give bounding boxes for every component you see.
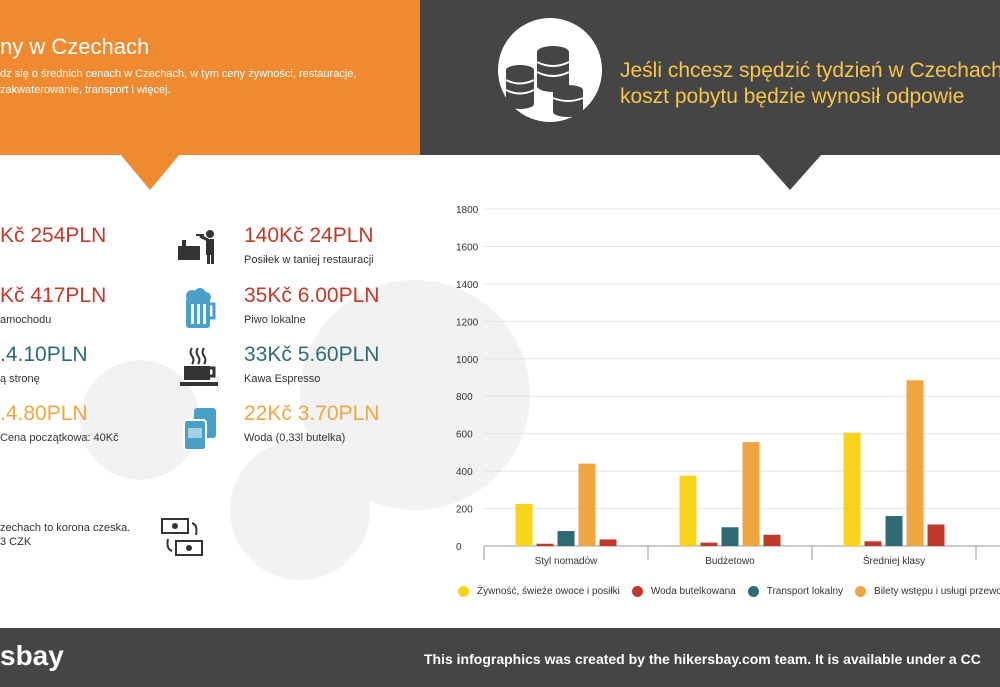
- money-exchange-icon: [160, 515, 204, 564]
- bar: [927, 524, 945, 546]
- y-tick-label: 1200: [456, 317, 479, 328]
- page-subtitle: dz się o średnich cenach w Czechach, w t…: [0, 68, 357, 96]
- price-label: Woda (0,33l butelka): [244, 432, 346, 444]
- legend-label: Transport lokalny: [766, 586, 844, 597]
- waiter-icon: [176, 226, 220, 271]
- currency-note: zechach to korona czeska.: [0, 522, 131, 534]
- price-value: Kč 417PLN: [0, 284, 107, 307]
- bar: [885, 516, 903, 546]
- price-value: 22Kč 3.70PLN: [244, 402, 380, 425]
- bar: [578, 463, 596, 546]
- price-value: .4.10PLN: [0, 343, 88, 366]
- y-tick-label: 0: [456, 542, 462, 553]
- bar: [742, 442, 760, 546]
- chart-legend: Żywność, świeże owoce i posiłki Woda bute…: [458, 586, 1000, 600]
- bar: [721, 527, 739, 546]
- header-dark-pointer: [758, 154, 822, 190]
- bar: [843, 432, 861, 546]
- legend-item: Transport lokalny: [747, 586, 844, 597]
- footer-bar: [0, 628, 1000, 687]
- y-tick-label: 600: [456, 430, 473, 441]
- legend-label: Żywność, świeże owoce i posiłki: [477, 586, 620, 597]
- legend-swatch: [747, 586, 759, 597]
- bar: [536, 543, 554, 546]
- bar: [679, 475, 697, 546]
- price-label: Posiłek w taniej restauracji: [244, 254, 374, 266]
- price-label: Cena początkowa: 40Kč: [0, 432, 119, 444]
- y-tick-label: 1800: [456, 205, 479, 216]
- header-orange-panel: [0, 0, 420, 155]
- price-label: Piwo lokalne: [244, 314, 306, 326]
- price-label: Kawa Espresso: [244, 373, 321, 385]
- y-tick-label: 1600: [456, 242, 479, 253]
- y-tick-label: 400: [456, 467, 473, 478]
- currency-rate: 3 CZK: [0, 536, 32, 548]
- x-tick-label: Styl nomadów: [535, 556, 599, 567]
- bar: [599, 539, 617, 546]
- price-value: Kč 254PLN: [0, 224, 107, 247]
- bar: [763, 534, 781, 546]
- y-tick-label: 1000: [456, 355, 479, 366]
- page-title: ny w Czechach: [0, 34, 150, 59]
- bar: [906, 380, 924, 546]
- water-icon: [180, 406, 220, 457]
- bar: [515, 503, 533, 546]
- legend-label: Bilety wstępu i usługi przewod: [874, 586, 1000, 597]
- header-orange-pointer: [120, 154, 180, 190]
- x-tick-label: Średniej klasy: [863, 554, 925, 567]
- bar: [700, 542, 718, 546]
- beer-icon: [182, 288, 218, 335]
- legend-item: Bilety wstępu i usługi przewod: [855, 586, 1000, 597]
- cost-bar-chart: 0 200 400 600 800 1000 1200 1400 1600 1800 Styl no…: [456, 205, 1000, 567]
- price-value: .4.80PLN: [0, 402, 88, 425]
- headline: Jeśli chcesz spędzić tydzień w Czechach …: [620, 58, 1000, 110]
- background-coin-decoration: [80, 360, 200, 480]
- y-tick-label: 1400: [456, 280, 479, 291]
- bar: [557, 531, 575, 546]
- price-value: 35Kč 6.00PLN: [244, 284, 380, 307]
- y-tick-label: 200: [456, 505, 473, 516]
- coins-icon: [498, 18, 602, 122]
- price-value: 140Kč 24PLN: [244, 224, 374, 247]
- headline-line-2: koszt pobytu będzie wynosił odpowie: [620, 85, 965, 108]
- bar: [864, 541, 882, 546]
- legend-swatch: [458, 586, 469, 597]
- coffee-icon: [178, 346, 220, 393]
- brand-logo: sbay: [0, 640, 64, 671]
- legend-swatch: [631, 586, 643, 597]
- price-label: amochodu: [0, 314, 52, 326]
- price-value: 33Kč 5.60PLN: [244, 343, 380, 366]
- background-coin-decoration: [230, 440, 370, 580]
- footer-credit: This infographics was created by the hik…: [424, 651, 981, 667]
- legend-item: Woda butelkowana: [631, 586, 736, 597]
- legend-swatch: [855, 586, 867, 597]
- legend-label: Woda butelkowana: [650, 586, 736, 597]
- legend-item: Żywność, świeże owoce i posiłki: [458, 586, 620, 597]
- price-label: ą stronę: [0, 373, 40, 385]
- headline-line-1: Jeśli chcesz spędzić tydzień w Czechach: [620, 59, 1000, 82]
- y-tick-label: 800: [456, 392, 473, 403]
- x-tick-label: Budżetowo: [705, 556, 755, 567]
